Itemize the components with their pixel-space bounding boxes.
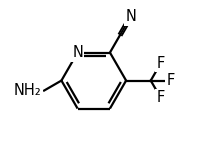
Text: F: F — [157, 56, 165, 71]
Text: NH₂: NH₂ — [14, 83, 42, 98]
Text: F: F — [167, 73, 175, 88]
Text: N: N — [125, 9, 136, 24]
Text: F: F — [157, 90, 165, 105]
Text: N: N — [72, 45, 83, 60]
